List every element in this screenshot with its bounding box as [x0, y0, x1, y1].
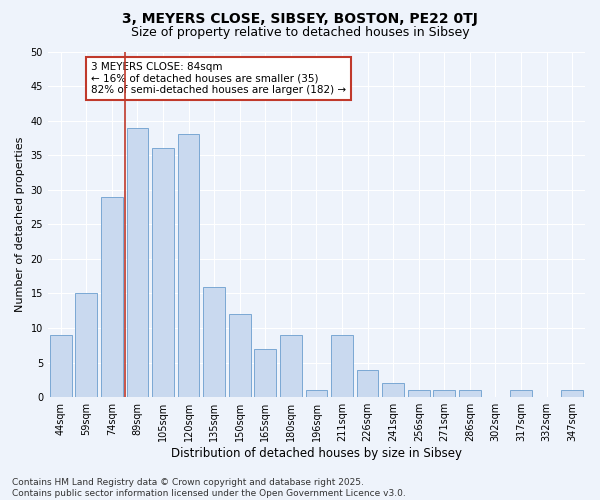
Bar: [127, 128, 148, 397]
Bar: [408, 390, 430, 397]
Text: Contains HM Land Registry data © Crown copyright and database right 2025.
Contai: Contains HM Land Registry data © Crown c…: [12, 478, 406, 498]
Bar: [562, 390, 583, 397]
Bar: [50, 335, 71, 397]
Bar: [152, 148, 174, 397]
Bar: [203, 286, 225, 397]
Bar: [459, 390, 481, 397]
Bar: [331, 335, 353, 397]
Bar: [382, 384, 404, 397]
Bar: [101, 196, 123, 397]
Bar: [229, 314, 251, 397]
Bar: [76, 294, 97, 397]
Text: 3, MEYERS CLOSE, SIBSEY, BOSTON, PE22 0TJ: 3, MEYERS CLOSE, SIBSEY, BOSTON, PE22 0T…: [122, 12, 478, 26]
Bar: [433, 390, 455, 397]
Bar: [305, 390, 328, 397]
Text: 3 MEYERS CLOSE: 84sqm
← 16% of detached houses are smaller (35)
82% of semi-deta: 3 MEYERS CLOSE: 84sqm ← 16% of detached …: [91, 62, 346, 95]
Bar: [254, 349, 276, 397]
Bar: [357, 370, 379, 397]
Bar: [280, 335, 302, 397]
Bar: [510, 390, 532, 397]
Text: Size of property relative to detached houses in Sibsey: Size of property relative to detached ho…: [131, 26, 469, 39]
X-axis label: Distribution of detached houses by size in Sibsey: Distribution of detached houses by size …: [171, 447, 462, 460]
Y-axis label: Number of detached properties: Number of detached properties: [15, 136, 25, 312]
Bar: [178, 134, 199, 397]
